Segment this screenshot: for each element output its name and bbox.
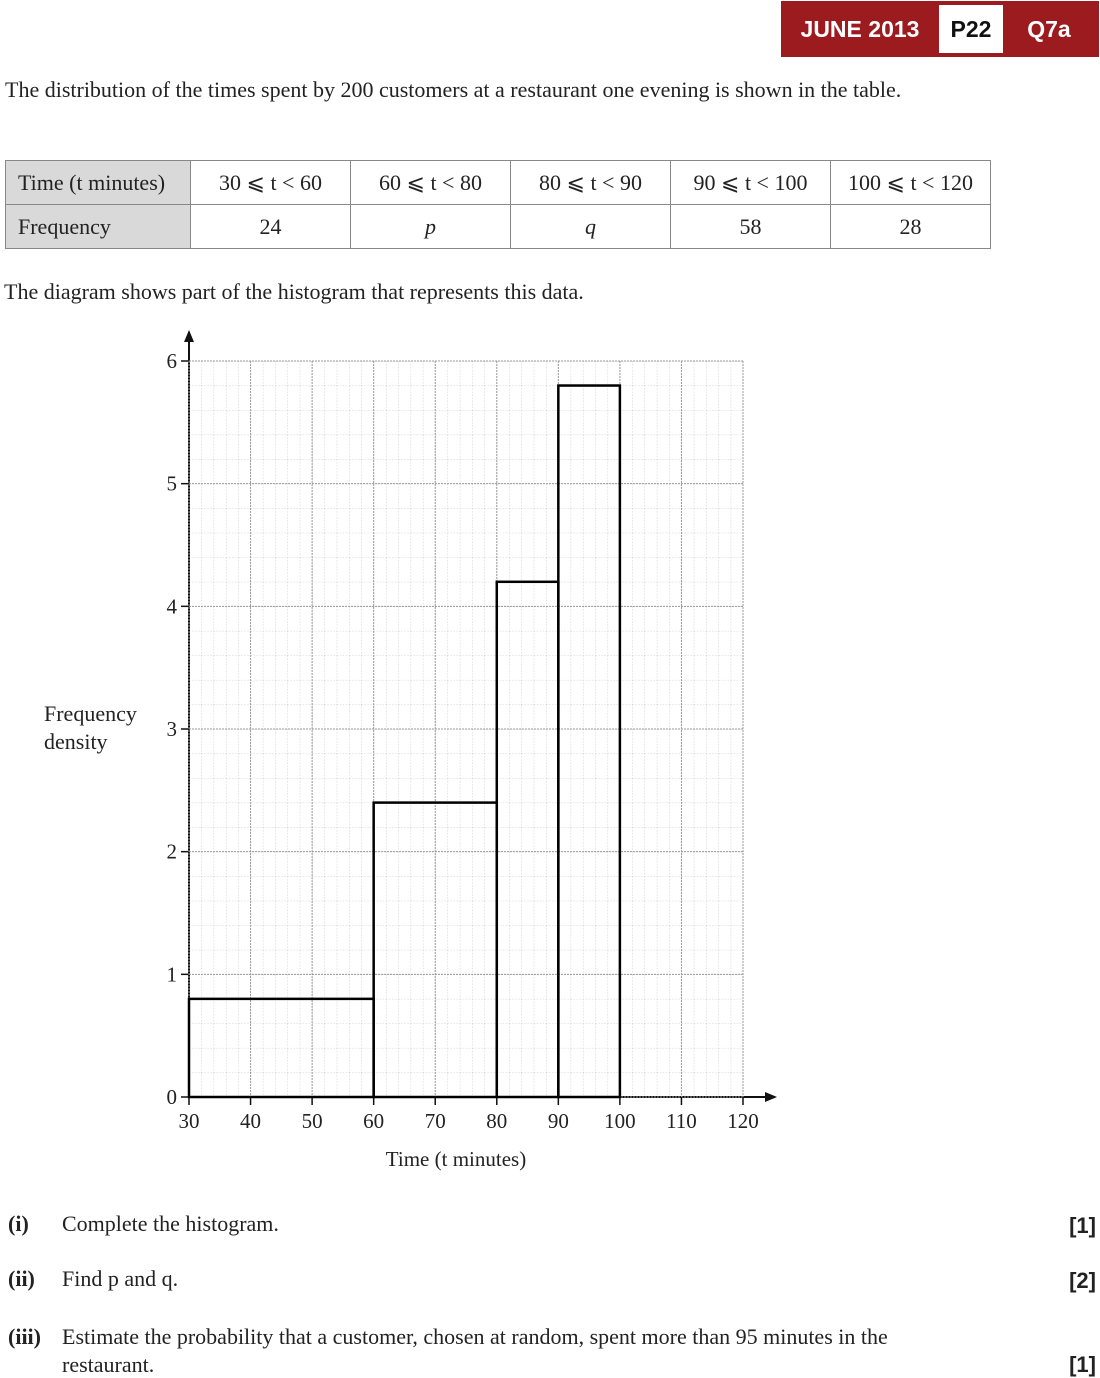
table-cell: q xyxy=(510,204,671,249)
question-marks: [1] xyxy=(1069,1213,1096,1238)
y-tick-label: 2 xyxy=(167,840,178,864)
question-text: Find p and q. xyxy=(62,1266,179,1291)
question-label: (iii) xyxy=(8,1324,41,1349)
histogram: 0 1 2 3 4 5 6 30 40 50 60 70 80 90 100 110 120 Time (t mi… xyxy=(167,330,777,1171)
x-tick-label: 40 xyxy=(240,1109,261,1133)
y-tick-label: 3 xyxy=(167,717,178,741)
table-cell: 60 ⩽ t < 80 xyxy=(350,160,511,205)
y-tick-label: 1 xyxy=(167,962,178,986)
question-marks: [2] xyxy=(1069,1268,1096,1293)
y-tick-label: 5 xyxy=(167,472,178,496)
y-axis-label: Frequency density xyxy=(44,701,137,754)
table-cell: p xyxy=(350,204,511,249)
x-tick-label: 100 xyxy=(604,1109,636,1133)
table-cell: 80 ⩽ t < 90 xyxy=(510,160,671,205)
y-tick-label: 0 xyxy=(167,1085,178,1109)
table-cell: 24 xyxy=(190,204,351,249)
question-id: Q7a xyxy=(1027,15,1071,42)
table-cell: 90 ⩽ t < 100 xyxy=(670,160,831,205)
x-tick-label: 50 xyxy=(302,1109,323,1133)
x-tick-label: 60 xyxy=(363,1109,384,1133)
row-header: Frequency xyxy=(5,204,191,249)
row-header: Time (t minutes) xyxy=(5,160,191,205)
question-label: (ii) xyxy=(8,1266,35,1291)
bar xyxy=(557,384,622,1099)
question-text: Estimate the probability that a customer… xyxy=(62,1324,888,1377)
badge: JUNE 2013 P22 Q7a xyxy=(781,1,1099,57)
y-tick-label: 4 xyxy=(167,594,178,618)
question-marks: [1] xyxy=(1069,1352,1096,1377)
x-tick-label: 90 xyxy=(548,1109,569,1133)
paper: P22 xyxy=(939,5,1003,53)
x-tick-label: 70 xyxy=(425,1109,446,1133)
x-tick-label: 120 xyxy=(727,1109,759,1133)
table-cell: 100 ⩽ t < 120 xyxy=(830,160,991,205)
intro: The distribution of the times spent by 2… xyxy=(5,77,902,102)
table-cell: 58 xyxy=(670,204,831,249)
x-tick-label: 80 xyxy=(486,1109,507,1133)
x-tick-label: 110 xyxy=(666,1109,697,1133)
table-row: Time (t minutes) 30 ⩽ t < 60 60 ⩽ t < 80 80… xyxy=(5,160,991,205)
table-cell: 28 xyxy=(830,204,991,249)
table-row: Frequency 24 p q 58 28 xyxy=(5,204,991,249)
x-axis-label: Time (t minutes) xyxy=(386,1147,526,1171)
table-cell: 30 ⩽ t < 60 xyxy=(190,160,351,205)
x-tick-label: 30 xyxy=(179,1109,200,1133)
frequency-table: Time (t minutes) 30 ⩽ t < 60 60 ⩽ t < 80 80… xyxy=(5,160,991,249)
session: JUNE 2013 xyxy=(800,15,920,42)
diagram-text: The diagram shows part of the histogram … xyxy=(4,279,584,304)
question-text: Complete the histogram. xyxy=(62,1211,279,1236)
y-tick-label: 6 xyxy=(167,349,178,373)
question-label: (i) xyxy=(8,1211,29,1236)
